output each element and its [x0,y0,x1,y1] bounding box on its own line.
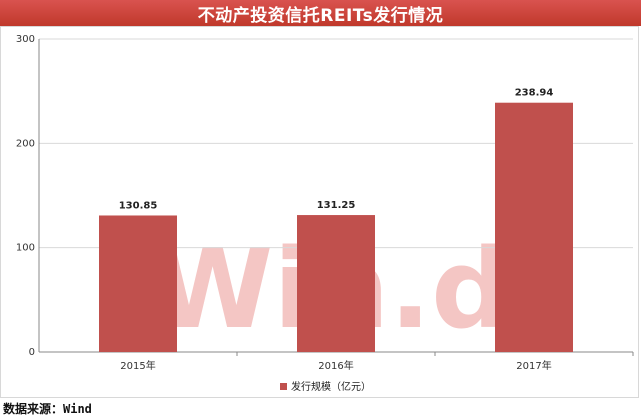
data-label: 131.25 [317,200,356,211]
legend: 发行规模（亿元） [280,380,371,393]
legend-label: 发行规模（亿元） [291,380,371,393]
labels: 130.85 2015年 131.25 2016年 238.94 2017年 [119,88,554,372]
source-note: 数据来源：Wind [3,402,92,416]
data-label: 130.85 [119,200,158,211]
y-tick-label: 200 [16,138,35,149]
chart-title-banner: 不动产投资信托REITs发行情况 [0,0,641,26]
x-tick-label: 2017年 [516,359,551,372]
legend-swatch [280,383,287,390]
y-tick-label: 0 [29,347,35,358]
x-tick-label: 2016年 [318,359,353,372]
bar-1 [99,215,177,352]
data-label: 238.94 [515,88,554,99]
bar-2 [297,215,375,352]
chart-title: 不动产投资信托REITs发行情况 [197,5,444,26]
bar-3 [495,102,573,352]
bars [99,102,573,352]
y-tick-label: 300 [16,34,35,45]
y-tick-label: 100 [16,243,35,254]
x-tick-label: 2015年 [120,359,155,372]
